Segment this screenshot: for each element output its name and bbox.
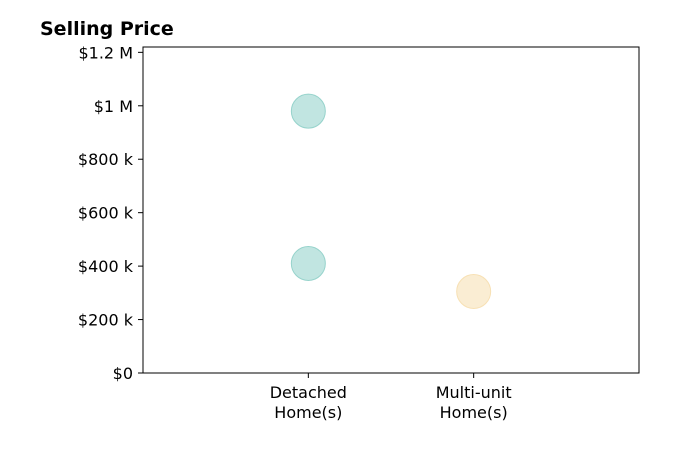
data-points xyxy=(290,93,492,309)
y-tick-label: $0 xyxy=(113,364,133,383)
y-axis: $0 $200 k $400 k $600 k $800 k $1 M $1.2 M xyxy=(78,43,143,383)
x-tick-label: Multi-unit xyxy=(436,383,512,402)
chart-title: Selling Price xyxy=(40,18,174,40)
y-tick-label: $400 k xyxy=(78,257,134,276)
y-tick-label: $200 k xyxy=(78,311,134,330)
plot-area xyxy=(142,46,640,374)
data-point xyxy=(290,245,326,281)
x-tick-label: Detached xyxy=(270,383,347,402)
y-tick-label: $800 k xyxy=(78,150,134,169)
data-point xyxy=(290,93,326,129)
y-tick-label: $1.2 M xyxy=(78,43,133,62)
x-tick-label: Home(s) xyxy=(274,403,342,422)
data-point xyxy=(456,274,492,309)
y-tick-label: $1 M xyxy=(94,97,133,116)
y-tick-label: $600 k xyxy=(78,204,134,223)
x-tick-label: Home(s) xyxy=(440,403,508,422)
